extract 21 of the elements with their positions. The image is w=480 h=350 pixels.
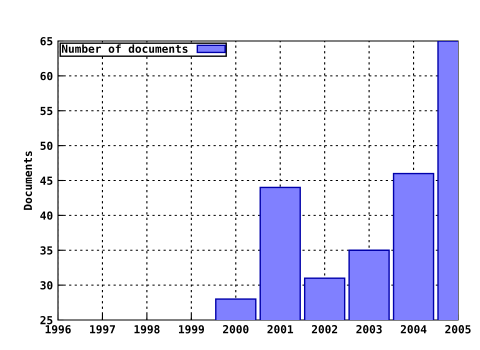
y-tick-label: 35 <box>40 246 52 255</box>
x-tick-label: 2005 <box>445 325 471 334</box>
y-tick-label: 50 <box>40 142 52 150</box>
x-tick-label: 1998 <box>134 325 160 334</box>
x-tick-label: 2001 <box>267 325 294 334</box>
x-tick-label: 1996 <box>46 325 71 334</box>
x-tick-label: 1997 <box>90 325 115 334</box>
y-tick-label: 45 <box>40 176 52 185</box>
y-tick-label: 30 <box>40 281 52 290</box>
x-tick-label: 2000 <box>223 325 248 334</box>
y-tick-label: 25 <box>40 316 52 324</box>
y-tick-label: 40 <box>40 211 52 220</box>
x-tick-label: 2003 <box>356 325 382 334</box>
y-axis-title: Documents <box>24 151 32 210</box>
x-tick-label: 2002 <box>312 325 338 334</box>
y-tick-label: 60 <box>40 72 52 80</box>
y-tick-label: 55 <box>40 106 52 116</box>
y-tick-label: 65 <box>40 36 52 46</box>
legend-label: Number of documents <box>62 44 188 53</box>
x-tick-label: 2004 <box>400 325 426 334</box>
x-tick-label: 1999 <box>178 325 204 334</box>
